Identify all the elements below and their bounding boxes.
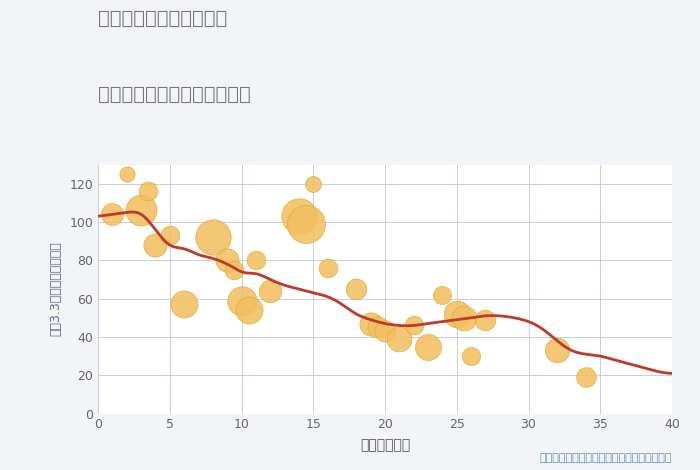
Point: [365, 320, 377, 327]
Point: [143, 188, 154, 195]
Point: [236, 297, 247, 304]
Point: [393, 335, 405, 343]
Text: 築年数別中古マンション価格: 築年数別中古マンション価格: [98, 85, 251, 103]
Point: [423, 343, 434, 350]
Point: [207, 234, 218, 241]
Point: [379, 328, 391, 335]
Point: [107, 211, 118, 218]
Text: 円の大きさは、取引のあった物件面積を示す: 円の大きさは、取引のあった物件面積を示す: [540, 454, 672, 463]
Point: [372, 324, 384, 331]
Point: [480, 316, 491, 323]
Point: [243, 306, 254, 314]
Point: [178, 301, 190, 308]
Point: [552, 346, 563, 354]
Point: [222, 257, 233, 264]
Point: [150, 241, 161, 249]
Point: [229, 266, 240, 274]
Point: [121, 170, 132, 178]
Point: [437, 291, 448, 298]
Y-axis label: 坪（3.3㎡）単価（万円）: 坪（3.3㎡）単価（万円）: [49, 242, 62, 337]
Point: [308, 180, 319, 188]
Point: [300, 220, 312, 227]
Point: [408, 321, 419, 329]
Text: 三重県四日市市東坂部町: 三重県四日市市東坂部町: [98, 9, 228, 28]
Point: [251, 257, 262, 264]
Point: [164, 232, 175, 239]
Point: [322, 264, 333, 272]
Point: [136, 207, 147, 214]
Point: [458, 314, 470, 321]
X-axis label: 築年数（年）: 築年数（年）: [360, 439, 410, 453]
Point: [452, 310, 463, 318]
Point: [351, 285, 362, 293]
Point: [466, 352, 477, 360]
Point: [293, 212, 304, 220]
Point: [265, 287, 276, 295]
Point: [580, 374, 592, 381]
